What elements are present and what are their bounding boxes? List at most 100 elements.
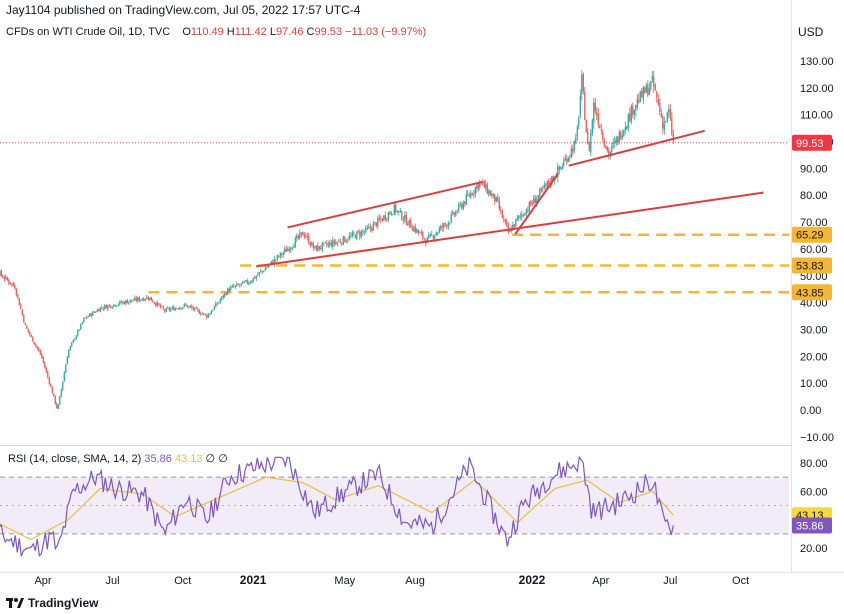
candle-body — [218, 301, 220, 304]
candle-body — [429, 234, 431, 237]
time-axis-label: Jul — [105, 575, 119, 587]
trendline[interactable] — [287, 180, 484, 229]
time-axis-label: 2021 — [240, 573, 267, 587]
price-tick-label: 80.00 — [800, 190, 828, 202]
candle-body — [461, 204, 463, 209]
candle-body — [360, 231, 362, 238]
candle-body — [605, 145, 607, 149]
candle-body — [50, 384, 52, 387]
candle-body — [131, 299, 133, 301]
close-value: 99.53 — [314, 26, 343, 38]
candle-body — [594, 102, 596, 112]
candle-body — [129, 299, 131, 302]
candle-body — [483, 181, 485, 188]
candle-body — [611, 145, 613, 153]
rsi-title[interactable]: RSI (14, close, SMA, 14, 2) — [8, 453, 142, 465]
candle-body — [230, 286, 232, 291]
tradingview-brand[interactable]: TradingView — [6, 596, 98, 610]
candle-body — [338, 240, 340, 242]
candle-body — [593, 102, 595, 123]
candle-body — [144, 299, 146, 300]
time-axis-label: Aug — [405, 575, 425, 587]
candle-body — [476, 185, 478, 189]
candle-body — [189, 305, 191, 307]
candle-body — [587, 131, 589, 144]
price-axis-ticks[interactable]: 130.00120.00110.00100.0090.0080.0070.006… — [800, 56, 834, 444]
rsi-glyph-2: ∅ — [218, 453, 228, 465]
candle-body — [660, 113, 662, 117]
candle-body — [183, 304, 185, 307]
candle-body — [180, 308, 182, 309]
candle-body — [260, 271, 262, 272]
candle-body — [629, 113, 631, 121]
candle-body — [389, 211, 391, 214]
candle-body — [164, 309, 166, 312]
candle-body — [371, 227, 373, 231]
trendline[interactable] — [256, 191, 764, 268]
candle-body — [410, 220, 412, 228]
candle-body — [281, 253, 283, 255]
candle-body — [597, 113, 599, 125]
candle-body — [209, 313, 211, 316]
candle-body — [176, 308, 178, 310]
trendline[interactable] — [514, 173, 559, 235]
candle-body — [285, 248, 287, 252]
candle-body — [275, 259, 277, 261]
candle-body — [224, 293, 226, 297]
candle-body — [111, 307, 113, 308]
candle-body — [477, 184, 479, 189]
candle-body — [143, 298, 145, 301]
candle-body — [156, 302, 158, 306]
candle-body — [24, 322, 26, 326]
candle-body — [114, 304, 116, 307]
candle-body — [329, 242, 331, 245]
price-tick-label: 30.00 — [800, 324, 828, 336]
price-tick-label: 0.00 — [800, 405, 821, 417]
candle-body — [35, 344, 37, 347]
symbol-name[interactable]: CFDs on WTI Crude Oil, 1D, TVC — [6, 26, 171, 38]
brand-name: TradingView — [28, 596, 99, 610]
candle-body — [173, 306, 175, 311]
time-axis-labels[interactable]: Apr Jul Oct 2021 May Aug 2022 Apr Jul Oct — [34, 573, 749, 587]
candle-body — [455, 211, 457, 216]
candle-body — [137, 297, 139, 301]
trendlines[interactable] — [256, 129, 764, 268]
candle-body — [120, 301, 122, 303]
candle-body — [588, 142, 590, 152]
candle-body — [558, 166, 560, 170]
price-tick-label: 10.00 — [800, 378, 828, 390]
candle-body — [293, 246, 295, 248]
candle-body — [536, 198, 538, 204]
candle-body — [17, 294, 19, 298]
time-axis-label: May — [334, 575, 355, 587]
candle-body — [135, 297, 137, 301]
candle-body — [644, 87, 646, 94]
rsi-glyph-1: ∅ — [205, 453, 216, 465]
candle-body — [228, 288, 230, 291]
candle-body — [648, 88, 650, 95]
candle-body — [405, 214, 407, 225]
low-value: 97.46 — [275, 26, 304, 38]
last-price-label: 99.53 — [796, 138, 824, 150]
candle-body — [464, 201, 466, 205]
candle-body — [608, 149, 610, 157]
candle-body — [66, 357, 68, 365]
candle-body — [647, 84, 649, 96]
candle-body — [294, 238, 296, 248]
candle-body — [414, 226, 416, 233]
candle-body — [426, 237, 428, 244]
level-price-label: 65.29 — [796, 230, 824, 242]
candle-body — [438, 228, 440, 233]
candle-body — [38, 348, 40, 351]
candle-body — [368, 226, 370, 228]
horizontal-levels[interactable] — [148, 233, 789, 294]
candle-body — [5, 276, 7, 279]
candle-body — [110, 305, 112, 308]
candle-body — [440, 225, 442, 230]
trendline[interactable] — [568, 129, 705, 167]
candle-body — [407, 223, 409, 226]
candle-body — [240, 283, 242, 285]
candle-body — [387, 212, 389, 220]
candle-body — [234, 285, 236, 287]
